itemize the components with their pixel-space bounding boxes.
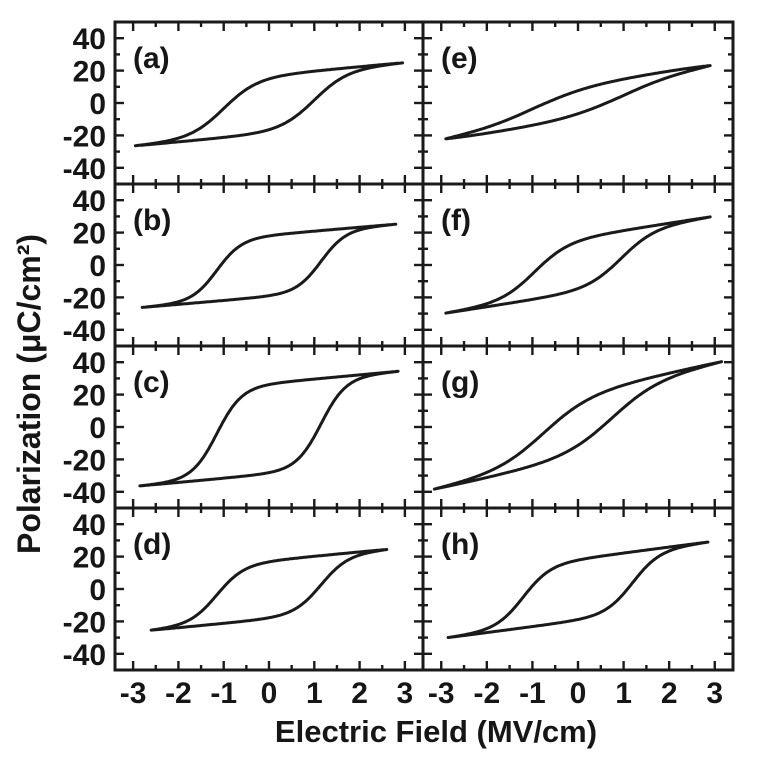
y-tick-label: -20	[63, 444, 106, 477]
y-tick-label: 0	[89, 574, 106, 607]
panel-e: (e)	[421, 20, 735, 186]
hysteresis-loop	[432, 360, 724, 491]
panel-label: (g)	[441, 366, 479, 399]
panel-g: (g)	[421, 344, 735, 510]
hysteresis-loop	[444, 215, 712, 315]
x-tick-label: -3	[428, 677, 455, 710]
panel-f: (f)	[421, 182, 735, 348]
panel-h: (h) -3 -2 -1 0 1 2 3	[421, 506, 735, 710]
y-tick-label: -20	[63, 120, 106, 153]
panel-border	[421, 506, 735, 672]
y-tick-label: 0	[89, 88, 106, 121]
y-axis-label: Polarization (μC/cm²)	[11, 234, 47, 554]
x-tick-label: 2	[661, 677, 678, 710]
y-tick-label: 40	[73, 509, 106, 542]
x-tick-label: 2	[351, 677, 368, 710]
y-tick-label: 20	[73, 56, 106, 89]
x-tick-label: -1	[519, 677, 546, 710]
y-tick-label: 40	[73, 347, 106, 380]
x-tick-label: 1	[615, 677, 632, 710]
y-tick-label: 40	[73, 23, 106, 56]
x-tick-label: 3	[706, 677, 723, 710]
y-tick-label: -40	[63, 477, 106, 510]
y-tick-label: -40	[63, 315, 106, 348]
panel-label: (a)	[133, 42, 170, 75]
y-tick-label: -20	[63, 282, 106, 315]
y-tick-label: 20	[73, 380, 106, 413]
y-tick-label: 40	[73, 185, 106, 218]
y-tick-label: 20	[73, 542, 106, 575]
panel-label: (c)	[133, 366, 170, 399]
hysteresis-loop	[140, 222, 398, 309]
y-tick-label: -40	[63, 639, 106, 672]
hysteresis-loop	[149, 548, 389, 632]
x-tick-label: -1	[210, 677, 237, 710]
x-tick-label: 3	[397, 677, 414, 710]
hysteresis-loop	[446, 540, 710, 639]
hysteresis-loop	[133, 61, 405, 148]
x-tick-label: 0	[570, 677, 587, 710]
panel-label: (e)	[441, 42, 478, 75]
hysteresis-loop	[444, 64, 712, 141]
panel-label: (h)	[441, 528, 479, 561]
x-tick-label: -2	[165, 677, 192, 710]
x-tick-label: -3	[120, 677, 147, 710]
panel-grid: (a)40200-20-40(b)40200-20-40(c)40200-20-…	[63, 20, 735, 710]
x-tick-label: 1	[306, 677, 323, 710]
y-tick-label: 0	[89, 250, 106, 283]
y-tick-label: -20	[63, 606, 106, 639]
panel-label: (b)	[133, 204, 171, 237]
panel-label: (d)	[133, 528, 171, 561]
hysteresis-loop	[138, 369, 400, 488]
x-tick-label: 0	[261, 677, 278, 710]
panel-label: (f)	[441, 204, 471, 237]
y-tick-label: 0	[89, 412, 106, 445]
y-tick-label: 20	[73, 218, 106, 251]
x-axis-label: Electric Field (MV/cm)	[275, 714, 597, 749]
x-tick-label: -2	[473, 677, 500, 710]
y-tick-label: -40	[63, 153, 106, 186]
